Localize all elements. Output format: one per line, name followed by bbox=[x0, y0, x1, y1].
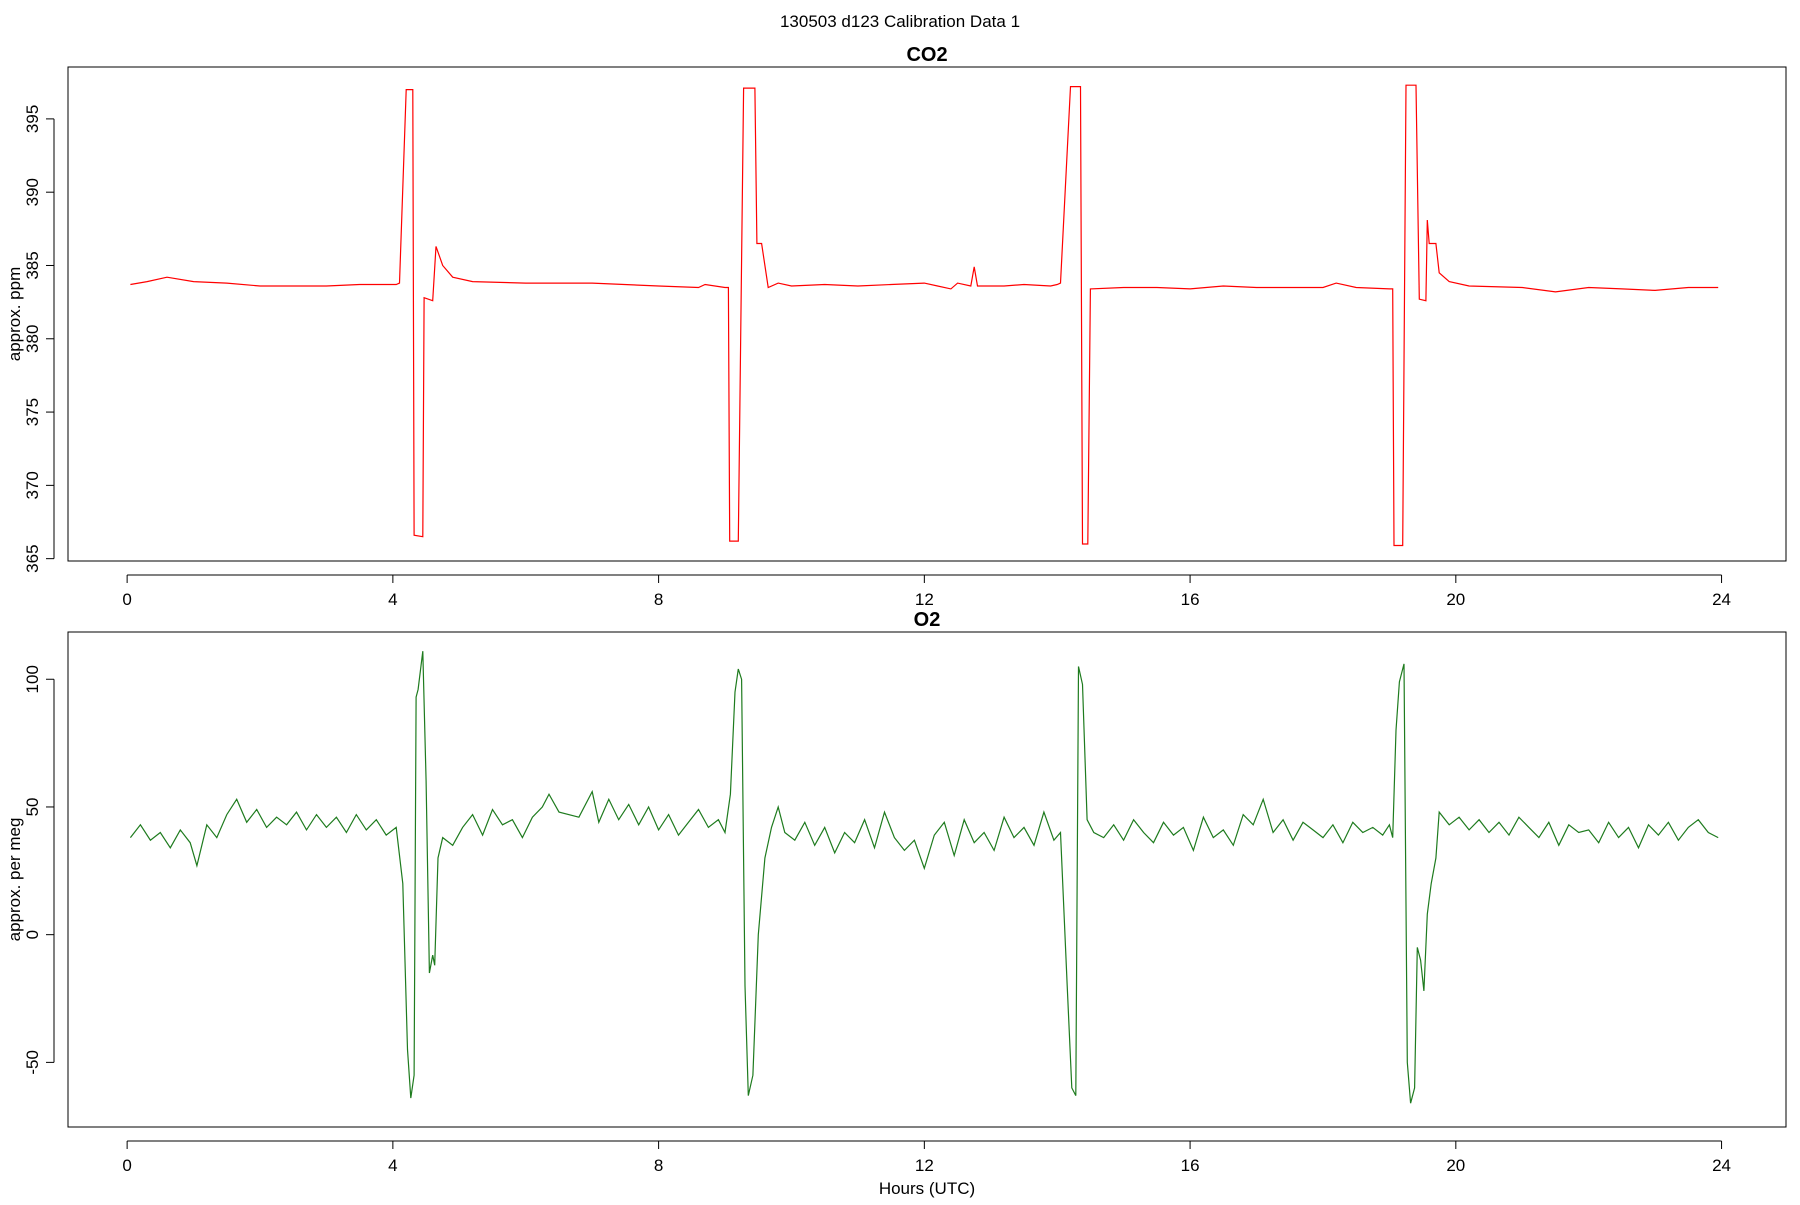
x-tick-label: 16 bbox=[1181, 1156, 1200, 1175]
y-axis-label: approx. ppm bbox=[5, 267, 24, 362]
y-tick-label: 385 bbox=[23, 251, 42, 279]
y-tick-label: 380 bbox=[23, 325, 42, 353]
y-tick-label: 365 bbox=[23, 544, 42, 572]
x-tick-label: 0 bbox=[122, 590, 131, 609]
y-tick-label: -50 bbox=[23, 1050, 42, 1075]
x-tick-label: 24 bbox=[1712, 590, 1731, 609]
x-tick-label: 24 bbox=[1712, 1156, 1731, 1175]
panel-title: CO2 bbox=[906, 44, 947, 66]
plot-frame bbox=[67, 66, 1787, 562]
data-line bbox=[129, 651, 1719, 1104]
plot-frame bbox=[67, 631, 1787, 1128]
x-tick-label: 8 bbox=[654, 1156, 663, 1175]
x-tick-label: 12 bbox=[915, 590, 934, 609]
x-tick-label: 0 bbox=[122, 1156, 131, 1175]
y-tick-label: 0 bbox=[23, 930, 42, 939]
y-tick-label: 50 bbox=[23, 798, 42, 817]
x-tick-label: 8 bbox=[654, 590, 663, 609]
x-tick-label: 4 bbox=[388, 1156, 397, 1175]
y-axis-label: approx. per meg bbox=[5, 818, 24, 942]
x-tick-label: 20 bbox=[1446, 1156, 1465, 1175]
y-tick-label: 390 bbox=[23, 178, 42, 206]
x-tick-label: 16 bbox=[1181, 590, 1200, 609]
x-tick-label: 4 bbox=[388, 590, 397, 609]
x-tick-label: 12 bbox=[915, 1156, 934, 1175]
panel-title: O2 bbox=[914, 609, 941, 631]
y-tick-label: 100 bbox=[23, 665, 42, 693]
x-axis-label: Hours (UTC) bbox=[879, 1179, 975, 1198]
y-tick-label: 370 bbox=[23, 471, 42, 499]
page-title: 130503 d123 Calibration Data 1 bbox=[780, 12, 1020, 31]
y-tick-label: 375 bbox=[23, 398, 42, 426]
y-tick-label: 395 bbox=[23, 105, 42, 133]
data-line bbox=[130, 84, 1719, 547]
x-tick-label: 20 bbox=[1446, 590, 1465, 609]
